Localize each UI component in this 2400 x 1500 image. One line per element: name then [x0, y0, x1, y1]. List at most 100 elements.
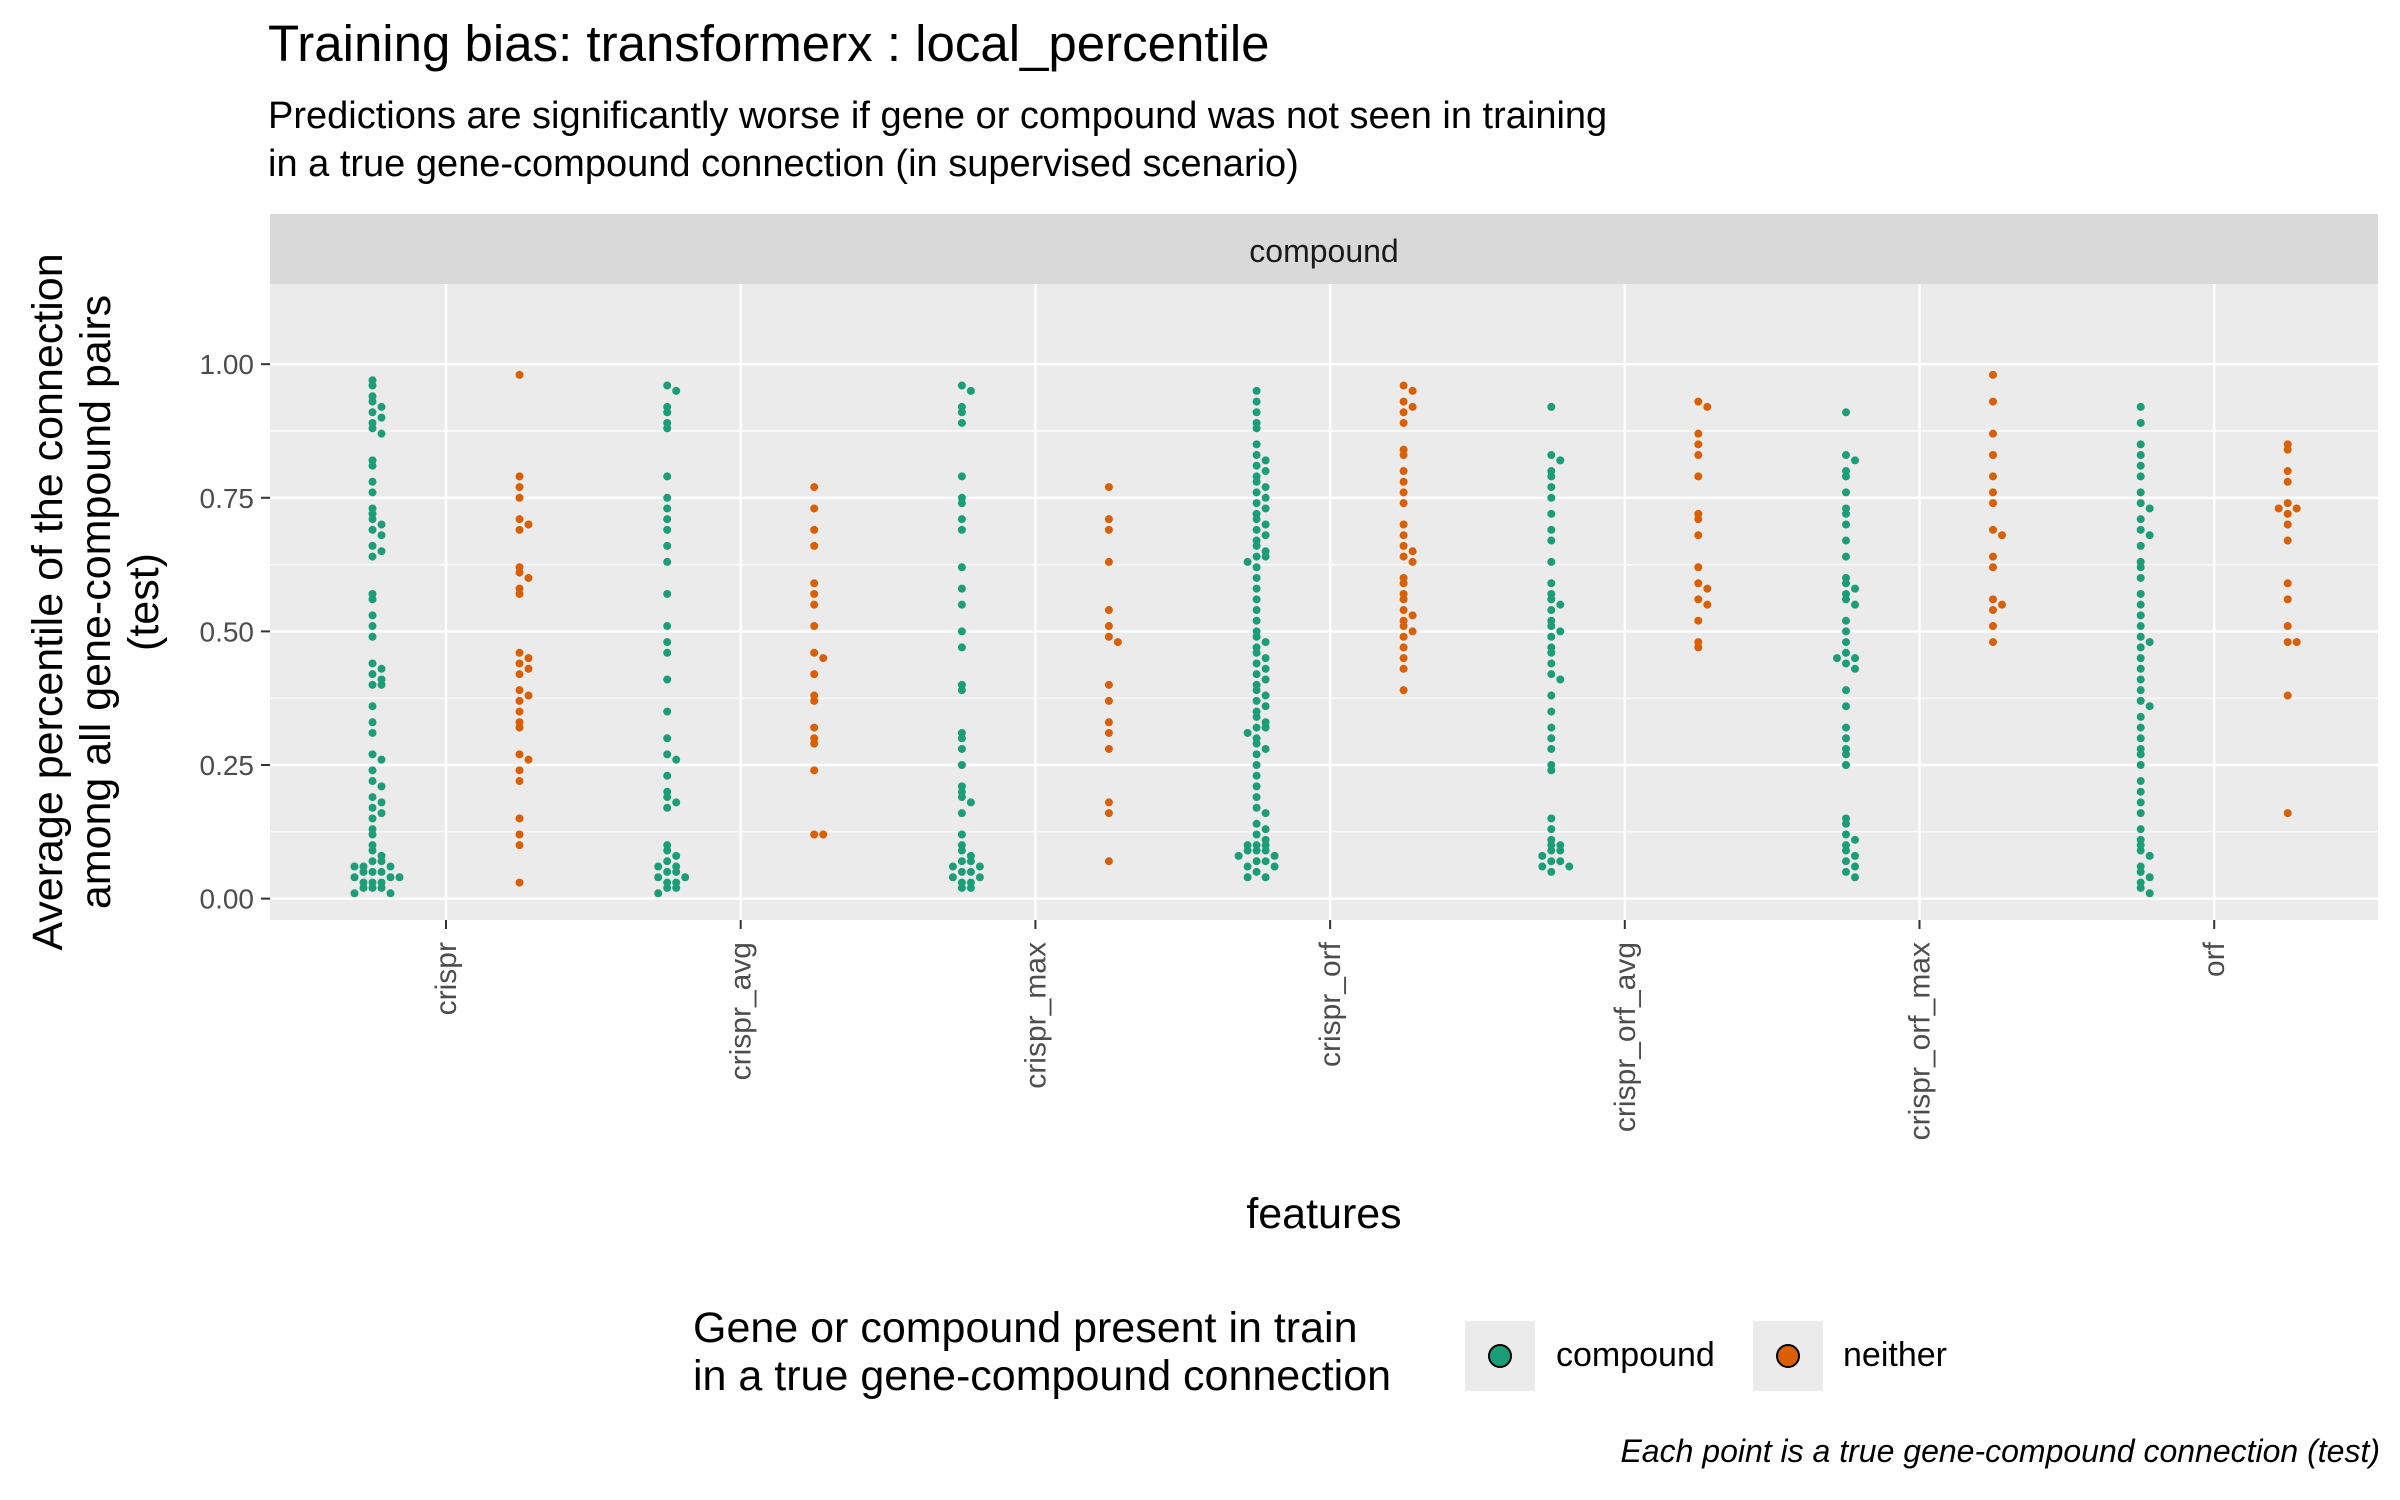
data-point-compound [2136, 611, 2145, 620]
data-point-compound [386, 862, 395, 871]
data-point-compound [663, 771, 672, 780]
data-point-compound [1270, 851, 1279, 860]
y-axis-label-line-3: (test) [120, 553, 168, 651]
data-point-neither [1399, 499, 1408, 508]
data-point-neither [524, 664, 533, 673]
data-point-neither [1104, 809, 1113, 818]
data-point-neither [2283, 691, 2292, 700]
data-point-neither [1399, 520, 1408, 529]
data-point-compound [368, 611, 377, 620]
data-point-compound [663, 541, 672, 550]
subtitle-line-2: in a true gene-compound connection (in s… [268, 143, 1299, 185]
data-point-neither [2274, 504, 2283, 513]
data-point-compound [1547, 825, 1556, 834]
data-point-neither [1399, 418, 1408, 427]
data-point-compound [1851, 600, 1859, 609]
data-point-compound [1556, 600, 1565, 609]
legend-marker-neither [1776, 1344, 1800, 1368]
data-point-compound [2136, 712, 2145, 721]
data-point-compound [663, 515, 672, 524]
data-point-neither [1989, 370, 1997, 379]
data-point-compound [1261, 456, 1270, 465]
data-point-neither [1694, 579, 1703, 588]
data-point-neither [2283, 638, 2292, 647]
data-point-neither [1104, 622, 1113, 631]
data-point-compound [1547, 579, 1556, 588]
data-point-compound [1261, 846, 1270, 855]
data-point-compound [368, 883, 377, 892]
data-point-compound [663, 675, 672, 684]
data-point-compound [1842, 734, 1850, 743]
data-point-compound [1547, 744, 1556, 753]
data-point-compound [1547, 606, 1556, 615]
data-point-neither [1399, 477, 1408, 486]
data-point-compound [1547, 472, 1556, 481]
data-point-compound [1842, 509, 1850, 518]
data-point-compound [1252, 723, 1261, 732]
data-point-compound [672, 851, 681, 860]
data-point-compound [1565, 862, 1574, 871]
chart-subtitle: Predictions are significantly worse if g… [268, 92, 2168, 188]
data-point-neither [1989, 499, 1997, 508]
data-point-neither [1399, 541, 1408, 550]
data-point-compound [1851, 851, 1859, 860]
data-point-compound [1252, 750, 1261, 759]
data-point-compound [1842, 520, 1850, 529]
data-point-compound [2136, 686, 2145, 695]
data-point-neither [1104, 728, 1113, 737]
chart-title: Training bias: transformerx : local_perc… [268, 15, 1270, 72]
data-point-compound [1261, 873, 1270, 882]
data-point-compound [350, 889, 359, 898]
data-point-neither [1399, 408, 1408, 417]
data-point-compound [368, 408, 377, 417]
data-point-compound [1252, 461, 1261, 470]
data-point-compound [975, 873, 984, 882]
data-point-compound [2136, 761, 2145, 770]
legend-key-neither [1753, 1321, 1823, 1391]
data-point-compound [663, 525, 672, 534]
data-point-compound [1842, 867, 1850, 876]
data-point-compound [1851, 584, 1859, 593]
data-point-neither [1104, 483, 1113, 492]
data-point-compound [368, 381, 377, 390]
data-point-neither [2283, 467, 2292, 476]
data-point-compound [1547, 648, 1556, 657]
data-point-compound [1842, 488, 1850, 497]
data-point-compound [1842, 616, 1850, 625]
x-axis: crispr crispr_avg crispr_max crispr_orf cris… [430, 920, 2231, 1140]
y-axis-label: Average percentile of the connection amo… [24, 253, 168, 950]
data-point-compound [663, 867, 672, 876]
data-point-compound [1833, 654, 1841, 663]
data-point-compound [2145, 531, 2154, 540]
data-point-compound [1547, 734, 1556, 743]
data-point-neither [810, 541, 819, 550]
data-point-compound [2145, 504, 2154, 513]
data-point-compound [2136, 589, 2145, 598]
data-point-compound [1842, 579, 1850, 588]
data-point-compound [1547, 557, 1556, 566]
data-point-neither [1989, 472, 1997, 481]
x-tick-label: crispr_orf_max [1904, 942, 1937, 1140]
data-point-compound [1270, 862, 1279, 871]
data-point-compound [1261, 825, 1270, 834]
x-tick-label: crispr [430, 942, 463, 1015]
data-point-compound [1252, 606, 1261, 615]
data-point-compound [368, 397, 377, 406]
data-point-neither [1399, 643, 1408, 652]
data-point-compound [672, 755, 681, 764]
data-point-compound [368, 515, 377, 524]
x-tick-label: orf [2198, 941, 2231, 977]
data-point-compound [368, 857, 377, 866]
data-point-compound [663, 846, 672, 855]
data-point-compound [1252, 712, 1261, 721]
data-point-neither [810, 723, 819, 732]
data-point-compound [1842, 408, 1850, 417]
data-point-compound [1252, 846, 1261, 855]
data-point-neither [515, 670, 524, 679]
data-point-neither [1694, 616, 1703, 625]
data-point-neither [1399, 595, 1408, 604]
data-point-compound [957, 627, 966, 636]
data-point-compound [359, 883, 368, 892]
legend-title-line-2: in a true gene-compound connection [693, 1352, 1392, 1400]
data-point-compound [957, 734, 966, 743]
